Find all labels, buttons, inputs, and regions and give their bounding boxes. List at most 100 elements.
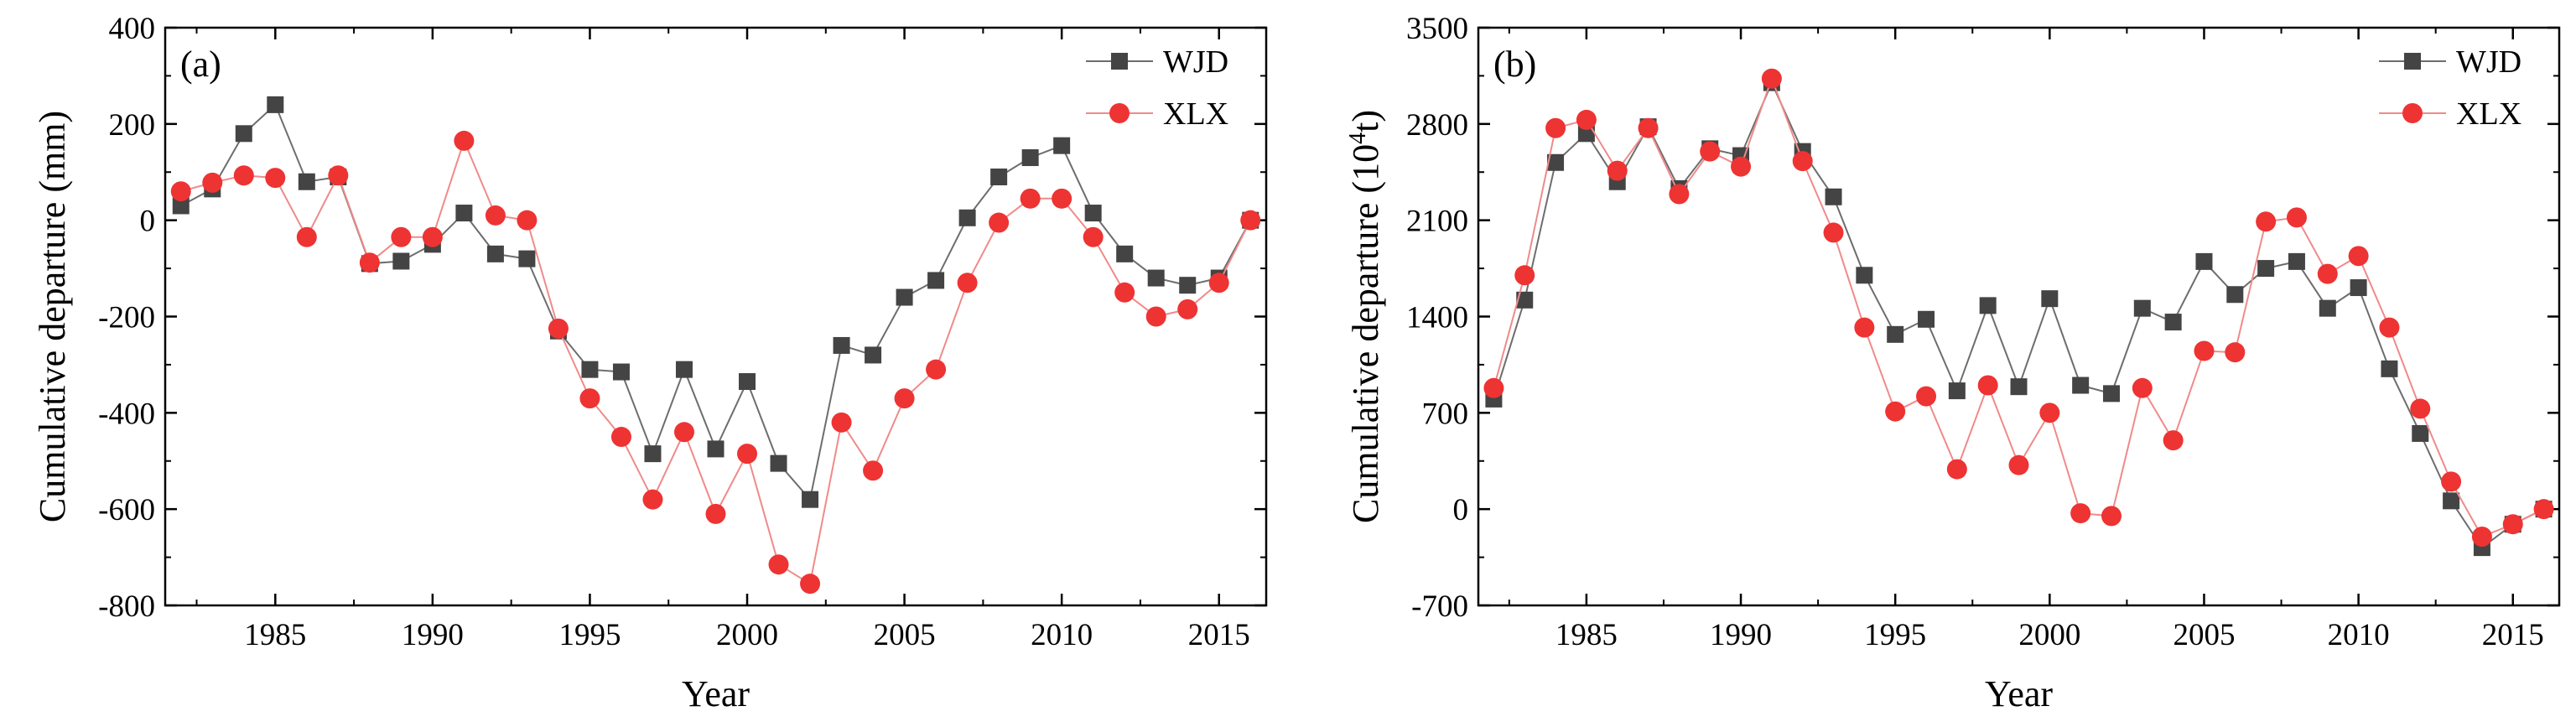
panel-label: (a) bbox=[180, 44, 221, 85]
data-point-wjd bbox=[581, 361, 599, 378]
legend-marker-xlx bbox=[2402, 103, 2423, 123]
y-tick-label: 200 bbox=[109, 108, 156, 143]
data-point-wjd bbox=[2164, 314, 2182, 331]
data-point-xlx bbox=[2410, 398, 2431, 419]
data-point-wjd bbox=[2072, 376, 2090, 394]
data-point-xlx bbox=[1607, 160, 1628, 181]
data-point-xlx bbox=[1761, 68, 1782, 89]
data-point-xlx bbox=[296, 226, 317, 247]
data-point-wjd bbox=[2319, 299, 2336, 317]
chart-panel-b: -700 0 700 1400 2100 2800 3500 1985 1990 1995 2000… bbox=[1345, 12, 2561, 714]
y-tick-label: -400 bbox=[98, 397, 155, 431]
data-point-xlx bbox=[233, 165, 254, 186]
y-axis-title: Cumulative departure (104t) bbox=[1345, 110, 1387, 523]
legend-marker-xlx bbox=[1109, 103, 1130, 123]
y-tick-label: -700 bbox=[1411, 589, 1468, 624]
data-point-wjd bbox=[927, 272, 945, 289]
x-tick-label: 1990 bbox=[1710, 618, 1772, 652]
data-point-xlx bbox=[2317, 263, 2338, 284]
data-point-wjd bbox=[2257, 260, 2275, 278]
data-point-wjd bbox=[802, 491, 819, 508]
data-point-xlx bbox=[579, 388, 600, 409]
legend-marker-wjd bbox=[1111, 53, 1128, 70]
x-tick-label: 1985 bbox=[244, 618, 306, 652]
data-point-xlx bbox=[2502, 514, 2523, 535]
data-point-xlx bbox=[265, 168, 286, 189]
data-point-wjd bbox=[1887, 325, 1904, 343]
data-point-xlx bbox=[1240, 210, 1261, 231]
data-point-xlx bbox=[1020, 188, 1041, 209]
data-point-wjd bbox=[739, 373, 756, 391]
data-point-wjd bbox=[990, 168, 1008, 185]
data-point-wjd bbox=[1084, 205, 1102, 222]
y-tick-label: -600 bbox=[98, 493, 155, 527]
data-point-xlx bbox=[485, 205, 506, 226]
x-tick-label: 2005 bbox=[874, 618, 936, 652]
data-point-xlx bbox=[705, 503, 726, 524]
y-tick-label: -800 bbox=[98, 589, 155, 624]
legend-label-xlx: XLX bbox=[2456, 96, 2521, 132]
data-point-wjd bbox=[675, 361, 693, 378]
series-wjd bbox=[1485, 74, 2553, 557]
series-xlx bbox=[170, 130, 1261, 595]
x-tick-label: 1995 bbox=[1864, 618, 1926, 652]
data-point-xlx bbox=[610, 427, 631, 448]
data-point-wjd bbox=[1547, 153, 1565, 171]
data-point-xlx bbox=[800, 574, 821, 595]
data-point-xlx bbox=[2163, 430, 2184, 451]
y-tick-label: -200 bbox=[98, 301, 155, 335]
x-tick-label: 2015 bbox=[1188, 618, 1250, 652]
data-point-xlx bbox=[1545, 117, 1566, 138]
data-point-xlx bbox=[1638, 117, 1659, 138]
data-point-wjd bbox=[267, 96, 284, 113]
data-point-wjd bbox=[865, 346, 882, 364]
data-point-xlx bbox=[957, 273, 978, 293]
data-point-xlx bbox=[863, 460, 884, 481]
y-tick-label: 0 bbox=[1453, 493, 1469, 527]
y-axis-title-main: Cumulative departure (10 bbox=[1345, 144, 1386, 523]
data-point-xlx bbox=[894, 388, 915, 409]
data-point-xlx bbox=[1946, 459, 1967, 480]
data-point-xlx bbox=[768, 554, 789, 575]
data-point-xlx bbox=[989, 212, 1010, 233]
data-point-wjd bbox=[833, 336, 850, 354]
data-point-wjd bbox=[2102, 385, 2120, 402]
data-point-wjd bbox=[1116, 245, 1134, 262]
data-point-wjd bbox=[1948, 382, 1966, 400]
series-xlx bbox=[1483, 68, 2554, 547]
data-point-xlx bbox=[1114, 282, 1135, 303]
data-point-xlx bbox=[2533, 499, 2554, 520]
chart-panel-a: -800 -600 -400 -200 0 200 400 1985 1990 1995 2000 2… bbox=[32, 12, 1268, 714]
data-point-wjd bbox=[1516, 291, 1534, 309]
data-point-wjd bbox=[172, 197, 190, 215]
data-point-xlx bbox=[2070, 503, 2091, 524]
legend: WJD XLX bbox=[2379, 44, 2521, 132]
x-tick-label: 1985 bbox=[1555, 618, 1618, 652]
y-tick-label: 400 bbox=[109, 12, 156, 46]
data-point-wjd bbox=[2226, 286, 2244, 304]
data-point-wjd bbox=[235, 125, 252, 143]
x-tick-label: 2000 bbox=[716, 618, 778, 652]
data-point-xlx bbox=[1669, 184, 1690, 205]
data-point-wjd bbox=[1053, 137, 1071, 154]
data-point-wjd bbox=[1918, 310, 1935, 328]
x-tick-label: 2015 bbox=[2482, 618, 2544, 652]
x-tick-label: 2005 bbox=[2173, 618, 2235, 652]
data-point-wjd bbox=[298, 173, 315, 190]
x-axis-title: Year bbox=[682, 673, 750, 714]
y-tick-label: 0 bbox=[140, 205, 156, 239]
data-point-xlx bbox=[548, 318, 569, 339]
data-point-xlx bbox=[2286, 207, 2307, 228]
data-point-xlx bbox=[642, 489, 663, 510]
data-point-wjd bbox=[707, 440, 724, 458]
series-line-wjd bbox=[180, 103, 1252, 501]
data-point-wjd bbox=[2350, 279, 2367, 297]
data-point-xlx bbox=[673, 422, 694, 443]
data-point-xlx bbox=[2225, 342, 2246, 363]
data-point-wjd bbox=[770, 454, 787, 472]
data-point-wjd bbox=[1856, 267, 1873, 284]
data-point-xlx bbox=[831, 412, 852, 433]
data-point-xlx bbox=[2194, 340, 2215, 361]
x-tick-label: 1995 bbox=[558, 618, 621, 652]
x-tick-label: 2010 bbox=[2328, 618, 2390, 652]
